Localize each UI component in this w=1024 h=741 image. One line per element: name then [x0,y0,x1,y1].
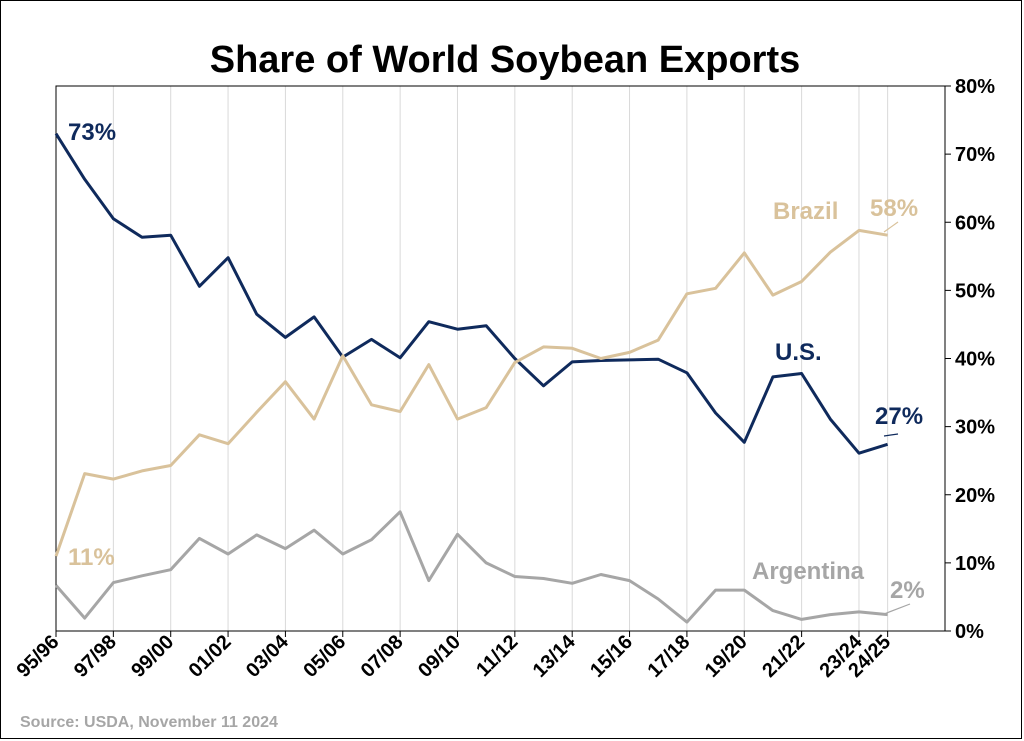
y-tick-label: 40% [955,349,995,371]
source-note: Source: USDA, November 11 2024 [20,714,278,731]
x-tick-label: 05/06 [299,631,350,682]
series-line-brazil [54,228,888,557]
x-tick-label: 03/04 [242,630,294,682]
annotation-label: 11% [68,544,115,571]
annotation-label: U.S. [775,339,822,366]
y-axis: 0% 10% 20% 30% 40% 50% 60% 70% 80% [945,76,995,643]
y-tick-label: 0% [955,621,984,643]
y-tick-label: 30% [955,417,995,439]
x-tick-label: 21/22 [758,631,809,682]
y-tick-label: 20% [955,485,995,507]
y-tick-label: 70% [955,144,995,166]
x-tick-label: 19/20 [701,631,752,682]
x-tick-label: 97/98 [70,631,121,682]
x-tick-label: 09/10 [414,631,465,682]
annotation-label: Argentina [752,558,865,585]
annotation-label: 27% [875,403,923,430]
x-tick-label: 99/00 [127,631,178,682]
annotation-label: Brazil [773,198,838,225]
series-line-us [54,132,889,455]
x-axis: 95/96 97/98 99/00 01/02 03/04 05/06 07/08 09/10… [13,630,896,682]
annotations: 73% U.S. 27% Brazil 58% 11% Argentina 2% [68,119,925,615]
annotation-leader [883,603,911,615]
y-tick-label: 10% [955,553,995,575]
series-line-argentina [54,510,888,624]
annotation-leader [883,433,899,437]
x-tick-label: 13/14 [529,630,581,682]
y-tick-label: 60% [955,212,995,234]
y-tick-label: 50% [955,280,995,302]
x-tick-label: 17/18 [643,631,694,682]
annotation-label: 2% [890,577,925,604]
annotation-label: 58% [870,195,918,222]
y-tick-label: 80% [955,76,995,98]
x-tick-label: 95/96 [13,631,64,682]
x-tick-label: 15/16 [586,631,637,682]
x-tick-label: 01/02 [185,631,236,682]
x-tick-label: 07/08 [357,631,408,682]
annotation-leader [883,221,899,233]
series-lines [54,132,889,624]
gridlines [112,86,889,631]
x-tick-label: 11/12 [472,631,522,681]
chart-title: Share of World Soybean Exports [210,39,801,81]
annotation-label: 73% [68,119,116,146]
